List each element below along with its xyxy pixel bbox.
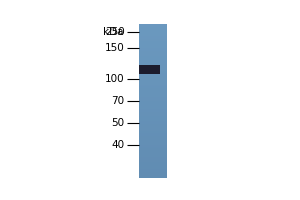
Text: 40: 40: [112, 140, 125, 150]
Text: 70: 70: [112, 96, 125, 106]
Text: 250: 250: [105, 27, 125, 37]
Text: 150: 150: [105, 43, 125, 53]
Bar: [139, 65, 160, 74]
Text: 50: 50: [112, 118, 125, 128]
Text: 100: 100: [105, 74, 125, 84]
Text: kDa: kDa: [103, 27, 124, 37]
